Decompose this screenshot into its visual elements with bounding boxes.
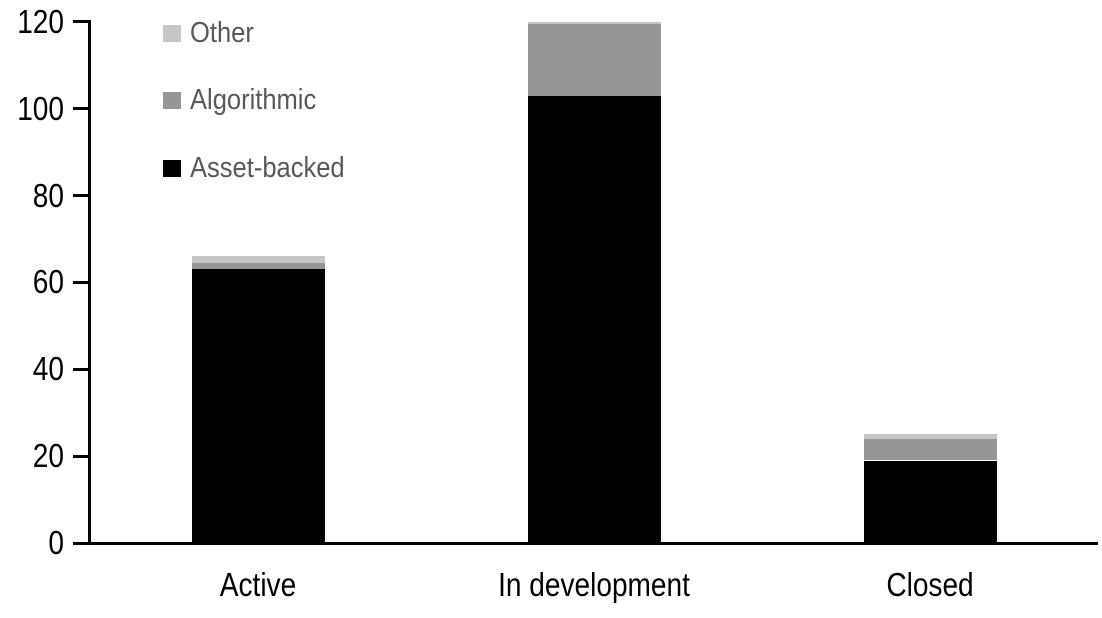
y-axis-tick-label: 20 bbox=[32, 437, 64, 475]
y-axis-tick bbox=[73, 367, 90, 371]
bar-segment-algorithmic-active bbox=[191, 262, 325, 270]
legend-label-other: Other bbox=[190, 17, 254, 49]
y-axis-tick-label: 120 bbox=[17, 2, 64, 40]
y-axis-tick bbox=[73, 280, 90, 284]
bar-segment-other-active bbox=[191, 256, 325, 263]
legend-swatch-asset-backed bbox=[163, 159, 181, 177]
y-axis-tick bbox=[73, 20, 90, 24]
bar-segment-other-in-development bbox=[527, 21, 661, 24]
y-axis-line bbox=[88, 20, 91, 545]
y-axis-tick-label: 100 bbox=[17, 89, 64, 127]
legend-label-algorithmic: Algorithmic bbox=[190, 84, 317, 116]
x-axis-category-label: Closed bbox=[886, 566, 974, 603]
y-axis-tick bbox=[73, 454, 90, 458]
x-axis-line bbox=[73, 542, 1098, 545]
y-axis-tick-label: 0 bbox=[48, 524, 64, 561]
bar-segment-asset-backed-closed bbox=[863, 460, 997, 543]
x-axis-category-label: Active bbox=[219, 566, 297, 603]
y-axis-tick bbox=[73, 107, 90, 111]
x-axis-category-label: In development bbox=[498, 566, 690, 603]
y-axis-tick-label: 60 bbox=[32, 263, 64, 301]
bar-segment-algorithmic-closed bbox=[863, 438, 997, 461]
bar-segment-other-closed bbox=[863, 434, 997, 439]
bar-segment-algorithmic-in-development bbox=[527, 23, 661, 96]
y-axis-tick-label: 80 bbox=[32, 176, 64, 214]
bar-segment-asset-backed-in-development bbox=[527, 95, 661, 543]
y-axis-tick bbox=[73, 194, 90, 197]
legend-item-asset-backed: Asset-backed bbox=[163, 153, 366, 183]
legend-item-algorithmic: Algorithmic bbox=[163, 85, 333, 115]
legend-swatch-other bbox=[163, 24, 181, 42]
legend-label-asset-backed: Asset-backed bbox=[190, 152, 345, 184]
y-axis-tick-label: 40 bbox=[32, 350, 64, 388]
legend-item-other: Other bbox=[163, 18, 263, 48]
legend-swatch-algorithmic bbox=[163, 91, 181, 109]
bar-segment-asset-backed-active bbox=[191, 269, 325, 543]
